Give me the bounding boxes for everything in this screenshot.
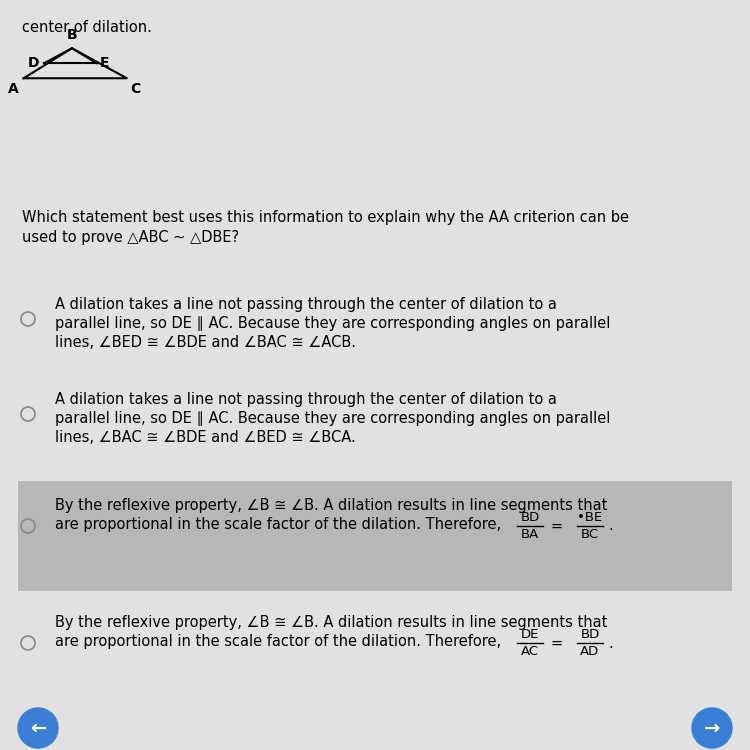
Text: A dilation takes a line not passing through the center of dilation to a: A dilation takes a line not passing thro…	[55, 297, 556, 312]
Text: parallel line, so DE ∥ AC. Because they are corresponding angles on parallel: parallel line, so DE ∥ AC. Because they …	[55, 316, 610, 331]
Text: AD: AD	[580, 645, 600, 658]
Text: BA: BA	[520, 528, 539, 541]
Circle shape	[18, 708, 58, 748]
Text: are proportional in the scale factor of the dilation. Therefore,: are proportional in the scale factor of …	[55, 634, 501, 649]
Text: A dilation takes a line not passing through the center of dilation to a: A dilation takes a line not passing thro…	[55, 392, 556, 407]
Text: →: →	[704, 718, 720, 737]
Text: BC: BC	[581, 528, 599, 541]
Text: By the reflexive property, ∠B ≅ ∠B. A dilation results in line segments that: By the reflexive property, ∠B ≅ ∠B. A di…	[55, 498, 608, 513]
Text: BD: BD	[580, 628, 600, 641]
Text: .: .	[608, 635, 613, 650]
Text: lines, ∠BAC ≅ ∠BDE and ∠BED ≅ ∠BCA.: lines, ∠BAC ≅ ∠BDE and ∠BED ≅ ∠BCA.	[55, 430, 356, 445]
Text: E: E	[100, 56, 109, 70]
Text: A: A	[8, 82, 19, 96]
Text: C: C	[130, 82, 140, 96]
Text: D: D	[28, 56, 39, 70]
Text: center of dilation.: center of dilation.	[22, 20, 152, 35]
Bar	[18, 481, 732, 591]
Text: DE: DE	[520, 628, 539, 641]
Text: .: .	[608, 518, 613, 533]
Text: ←: ←	[30, 718, 46, 737]
Text: By the reflexive property, ∠B ≅ ∠B. A dilation results in line segments that: By the reflexive property, ∠B ≅ ∠B. A di…	[55, 615, 608, 630]
Text: used to prove △ABC ~ △DBE?: used to prove △ABC ~ △DBE?	[22, 230, 239, 245]
Text: BD: BD	[520, 511, 540, 524]
Circle shape	[692, 708, 732, 748]
Text: AC: AC	[521, 645, 539, 658]
Text: =: =	[551, 635, 563, 650]
Text: are proportional in the scale factor of the dilation. Therefore,: are proportional in the scale factor of …	[55, 517, 501, 532]
Text: lines, ∠BED ≅ ∠BDE and ∠BAC ≅ ∠ACB.: lines, ∠BED ≅ ∠BDE and ∠BAC ≅ ∠ACB.	[55, 335, 356, 350]
Text: Which statement best uses this information to explain why the AA criterion can b: Which statement best uses this informati…	[22, 210, 629, 225]
Text: B: B	[67, 28, 77, 42]
Text: =: =	[551, 518, 563, 533]
Text: •BE: •BE	[578, 511, 603, 524]
Text: parallel line, so DE ∥ AC. Because they are corresponding angles on parallel: parallel line, so DE ∥ AC. Because they …	[55, 411, 610, 426]
